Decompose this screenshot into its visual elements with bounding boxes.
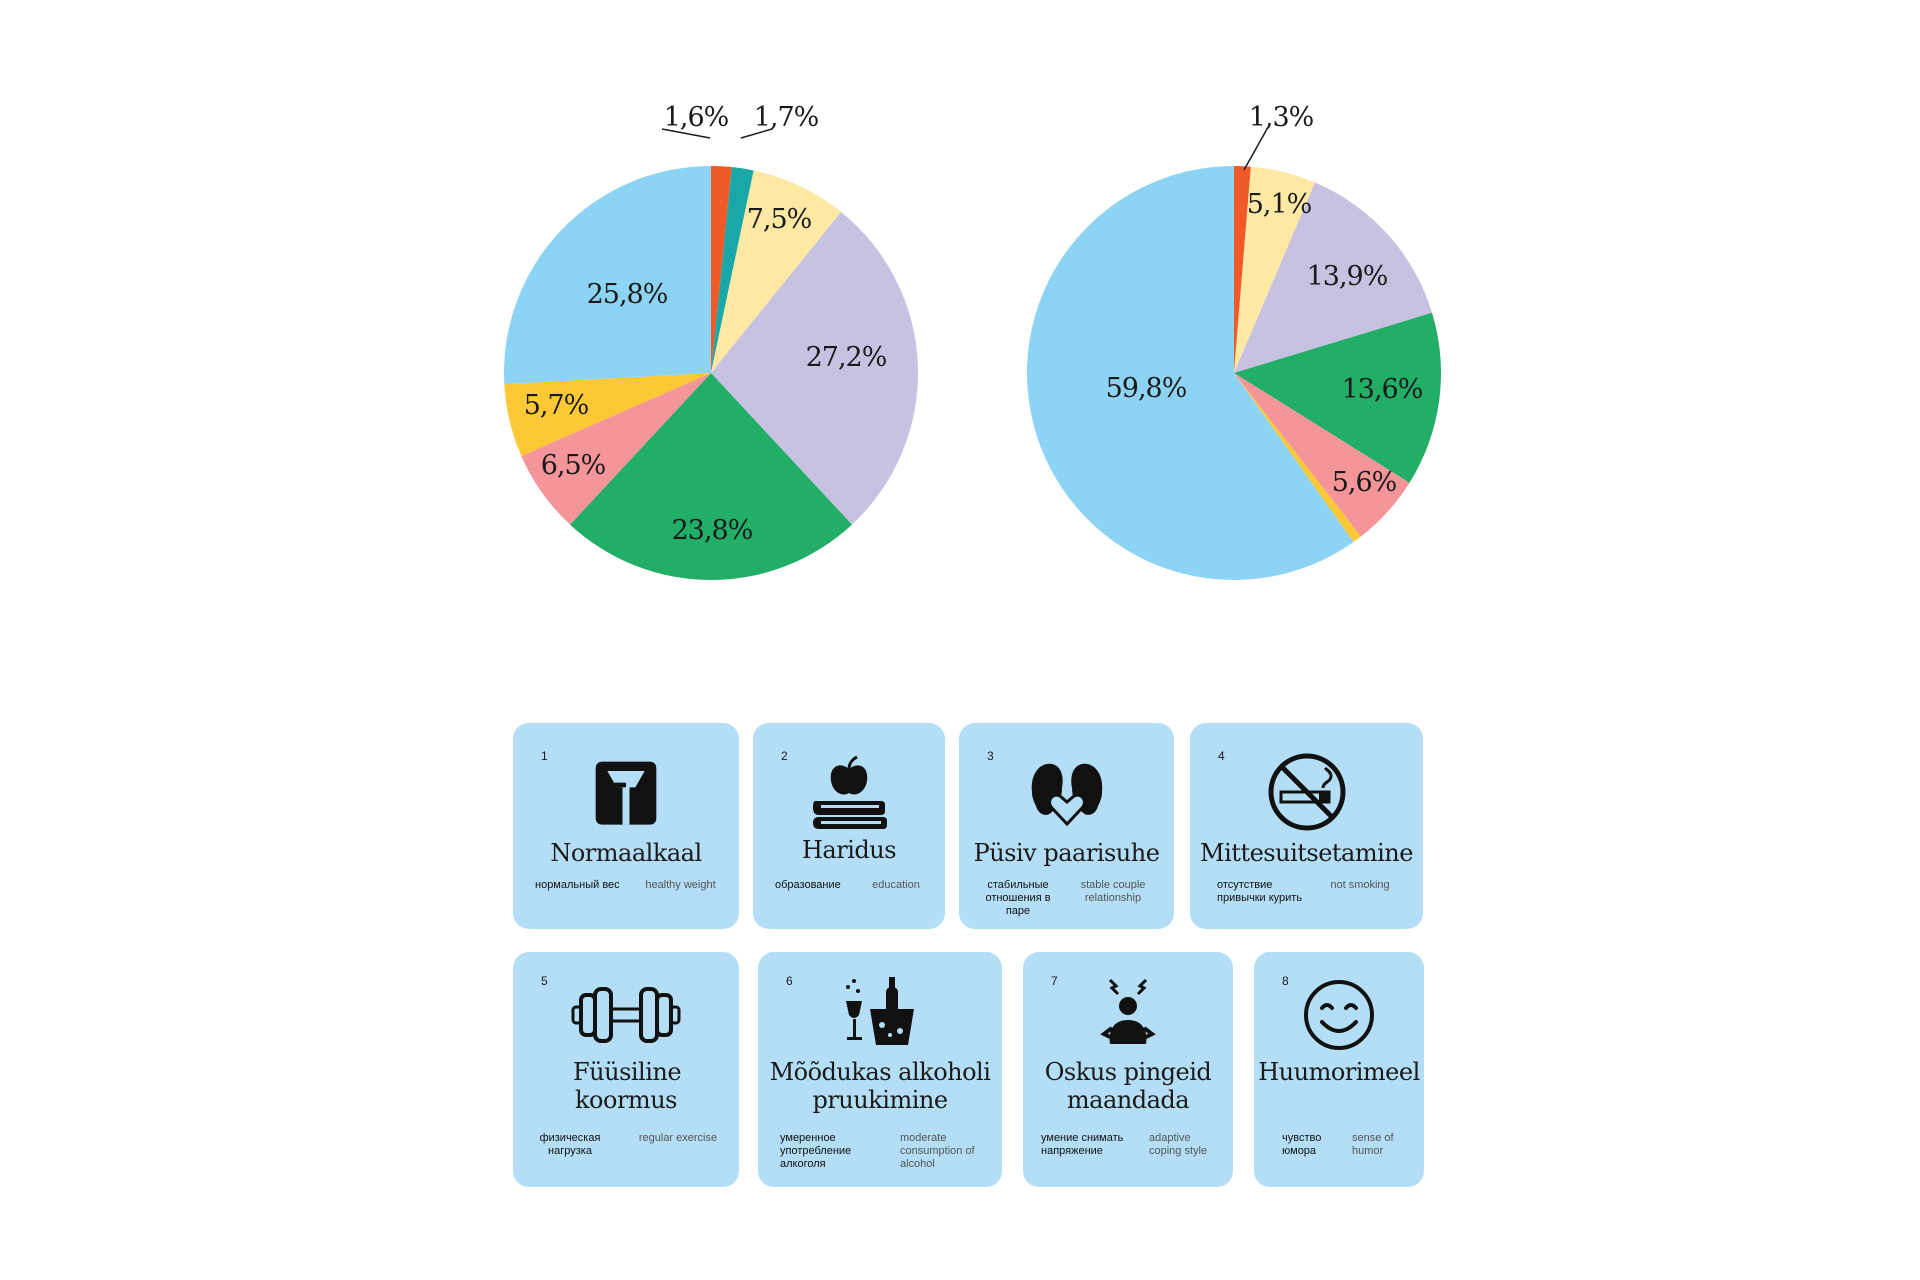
- pie-slice-label: 25,8%: [587, 279, 668, 310]
- pie-slice-label: 1,7%: [754, 102, 819, 133]
- card-number: 5: [541, 974, 548, 988]
- pie-slice-label: 5,1%: [1247, 189, 1312, 220]
- pie-leader-line: [661, 128, 711, 139]
- pie-slice: [711, 167, 754, 373]
- pie-slice-label: 5,7%: [524, 390, 589, 421]
- card-title: Püsiv paarisuhe: [973, 839, 1160, 867]
- card-stable-relationship: 3 Püsiv paarisuhe стабильные отношения в…: [959, 723, 1174, 929]
- pie-slice: [521, 373, 711, 525]
- stressed-person-icon: [1023, 970, 1233, 1052]
- card-label-ru: физическая нагрузка: [539, 1132, 601, 1157]
- pie-chart-1: 1,6% 1,7% 7,5% 27,2% 23,8% 6,5% 5,7% 25,8%: [504, 102, 918, 581]
- card-label-ru: стабильные отношения в паре: [985, 879, 1051, 917]
- pie-slice-label: 1,6%: [664, 102, 729, 133]
- card-title: Oskus pingeid maandada: [1044, 1058, 1212, 1114]
- pie-slice: [711, 166, 732, 373]
- pie-slice-label: 13,9%: [1307, 261, 1388, 292]
- pie-slice-label: 7,5%: [747, 204, 812, 235]
- pie-slice: [711, 170, 842, 373]
- smiley-face-icon: [1254, 974, 1424, 1056]
- pie-slice-label: 23,8%: [672, 515, 753, 546]
- no-smoking-icon: [1190, 751, 1423, 833]
- card-label-en: sense of humor: [1352, 1132, 1394, 1157]
- card-label-en: adaptive coping style: [1149, 1132, 1208, 1157]
- card-education: 2 Haridus образование education: [753, 723, 945, 929]
- card-sense-of-humor: 8 Huumorimeel чувство юмора sense of hum…: [1254, 952, 1424, 1187]
- card-label-ru: умение снимать напряжение: [1041, 1132, 1124, 1157]
- couple-heart-icon: [959, 751, 1174, 833]
- card-healthy-weight: 1 Normaalkaal нормальный вес healthy wei…: [513, 723, 739, 929]
- card-label-ru: отсутствие привычки курить: [1217, 879, 1303, 904]
- card-number: 8: [1282, 974, 1289, 988]
- card-number: 3: [987, 749, 994, 763]
- card-regular-exercise: 5 Füüsiline koormus физическая нагрузка …: [513, 952, 739, 1187]
- pie-slice: [504, 166, 711, 385]
- pie-slice-label: 13,6%: [1342, 374, 1423, 405]
- pie-slice: [1234, 373, 1410, 537]
- card-number: 7: [1051, 974, 1058, 988]
- champagne-icon: [758, 970, 1002, 1052]
- pie-slice-label: 59,8%: [1106, 373, 1187, 404]
- pie-slice-label: 1,3%: [1249, 102, 1314, 133]
- pie-slice: [504, 373, 711, 456]
- card-label-en: education: [872, 879, 920, 891]
- pie-slice: [570, 373, 852, 581]
- pie-slice: [1234, 312, 1441, 483]
- pie-slice: [1026, 166, 1354, 580]
- pie-charts: 1,6% 1,7% 7,5% 27,2% 23,8% 6,5% 5,7% 25,8% 1,3%…: [504, 102, 1441, 581]
- card-label-ru: чувство юмора: [1282, 1132, 1322, 1157]
- card-not-smoking: 4 Mittesuitsetamine отсутствие привычки …: [1190, 723, 1423, 929]
- card-number: 2: [781, 749, 788, 763]
- card-title: Normaalkaal: [550, 839, 702, 867]
- card-label-en: moderate consumption of alcohol: [900, 1132, 975, 1170]
- card-number: 6: [786, 974, 793, 988]
- card-title: Haridus: [801, 836, 897, 864]
- pie-slice: [1234, 182, 1433, 373]
- card-label-ru: умеренное употребление алкоголя: [780, 1132, 852, 1170]
- card-number: 4: [1218, 749, 1225, 763]
- card-label-en: stable couple relationship: [1080, 879, 1146, 904]
- pie-slice: [1234, 166, 1316, 373]
- card-label-en: regular exercise: [638, 1132, 718, 1144]
- card-title: Mittesuitsetamine: [1200, 839, 1413, 867]
- apple-book-icon: [753, 751, 945, 833]
- card-number: 1: [541, 749, 548, 763]
- card-title: Füüsiline koormus: [573, 1058, 682, 1114]
- pie-slice: [1234, 166, 1251, 373]
- card-title: Huumorimeel: [1258, 1058, 1420, 1086]
- scale-icon: [513, 751, 739, 833]
- card-label-ru: образование: [775, 879, 841, 891]
- pie-slice-label: 6,5%: [541, 450, 606, 481]
- pie-leader-line: [1243, 128, 1268, 171]
- card-title: Mõõdukas alkoholi pruukimine: [769, 1058, 991, 1114]
- dumbbell-icon: [513, 974, 739, 1056]
- card-label-ru: нормальный вес: [535, 879, 620, 891]
- pie-slice-label: 27,2%: [806, 342, 887, 373]
- pie-leader-line: [740, 128, 773, 139]
- card-adaptive-coping: 7 Oskus pingeid maandada умение снимать …: [1023, 952, 1233, 1187]
- card-label-en: healthy weight: [645, 879, 716, 891]
- card-moderate-alcohol: 6 Mõõdukas alkoholi pruukimine умеренное…: [758, 952, 1002, 1187]
- pie-slice: [1234, 373, 1361, 542]
- pie-slice: [711, 212, 918, 525]
- pie-slice-label: 5,6%: [1332, 467, 1397, 498]
- card-label-en: not smoking: [1330, 879, 1390, 891]
- pie-chart-2: 1,3% 5,1% 13,9% 13,6% 5,6% 59,8%: [1026, 102, 1441, 580]
